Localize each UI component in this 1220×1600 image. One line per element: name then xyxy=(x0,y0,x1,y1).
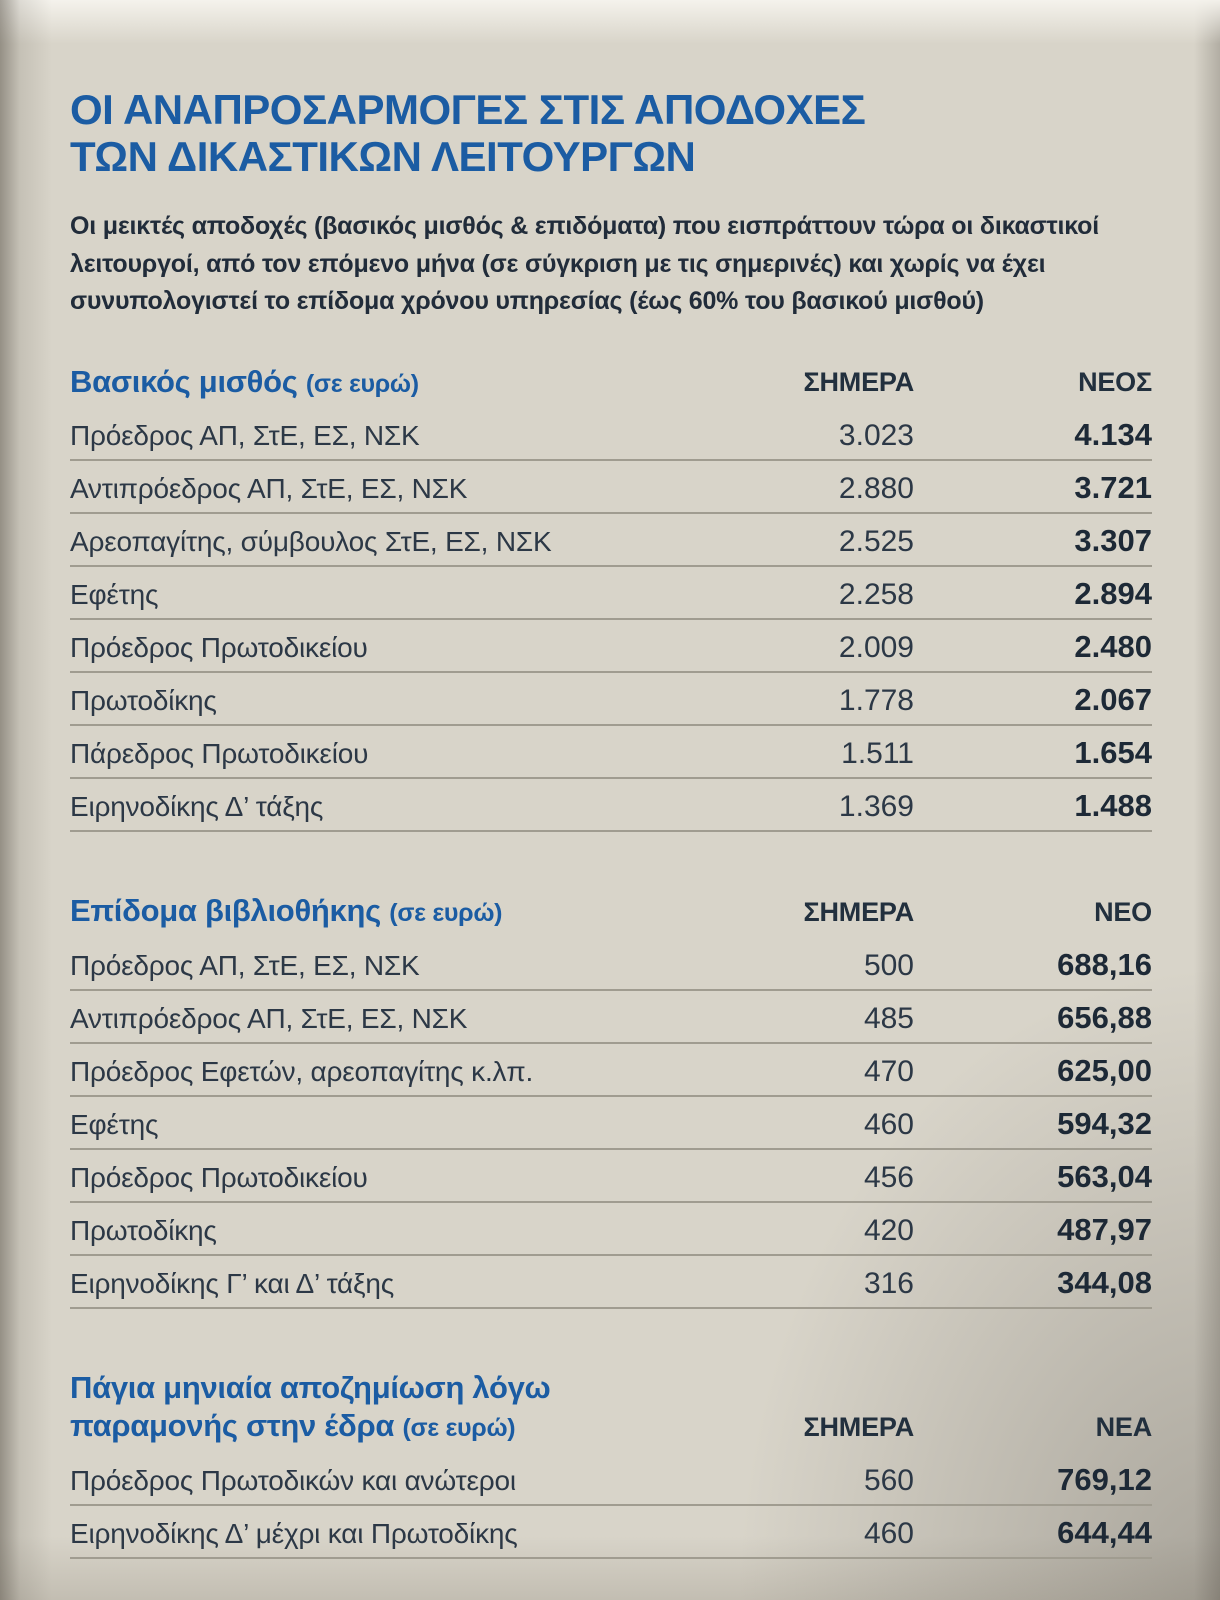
row-new-value: 2.067 xyxy=(1074,682,1152,718)
clipping-content: ΟΙ ΑΝΑΠΡΟΣΑΡΜΟΓΕΣ ΣΤΙΣ ΑΠΟΔΟΧΕΣ ΤΩΝ ΔΙΚΑ… xyxy=(70,86,1152,1559)
section-title-text: Πάγια μηνιαία αποζημίωση λόγω παραμονής … xyxy=(70,1370,551,1443)
row-today-value: 470 xyxy=(863,1055,914,1089)
page-title-line2: ΤΩΝ ΔΙΚΑΣΤΙΚΩΝ ΛΕΙΤΟΥΡΓΩΝ xyxy=(70,133,696,181)
table-row: Αρεοπαγίτης, σύμβουλος ΣτΕ, ΕΣ, ΝΣΚ 2.52… xyxy=(70,514,1152,568)
row-new-value: 625,00 xyxy=(1057,1053,1152,1089)
row-new-value: 656,88 xyxy=(1057,1000,1152,1036)
section-title-text: Επίδομα βιβλιοθήκης xyxy=(70,893,390,929)
row-today-value: 2.258 xyxy=(838,578,914,612)
row-label: Πρόεδρος Πρωτοδικείου xyxy=(70,1162,368,1194)
column-header-today: ΣΗΜΕΡΑ xyxy=(803,367,914,398)
intro-paragraph: Οι μεικτές αποδοχές (βασικός μισθός & επ… xyxy=(70,212,1099,316)
row-today-value: 2.525 xyxy=(838,525,914,559)
row-today-value: 316 xyxy=(863,1267,914,1301)
row-new-value: 594,32 xyxy=(1057,1106,1152,1142)
table-header-row: Βασικός μισθός (σε ευρώ) ΣΗΜΕΡΑ ΝΕΟΣ xyxy=(70,363,1152,409)
row-label: Εφέτης xyxy=(70,579,159,611)
row-label: Εφέτης xyxy=(70,1109,159,1141)
table-header-row: Επίδομα βιβλιοθήκης (σε ευρώ) ΣΗΜΕΡΑ ΝΕΟ xyxy=(70,892,1152,938)
section-title: Πάγια μηνιαία αποζημίωση λόγω παραμονής … xyxy=(70,1369,714,1445)
table-row: Ειρηνοδίκης Δ’ τάξης 1.369 1.488 xyxy=(70,779,1152,833)
row-label: Πρωτοδίκης xyxy=(70,1215,217,1247)
column-header-new: ΝΕΟ xyxy=(1094,897,1152,928)
page-title-line1: ΟΙ ΑΝΑΠΡΟΣΑΡΜΟΓΕΣ ΣΤΙΣ ΑΠΟΔΟΧΕΣ xyxy=(70,86,866,133)
table-rows: Πρόεδρος ΑΠ, ΣτΕ, ΕΣ, ΝΣΚ 3.023 4.134 Αν… xyxy=(70,408,1152,833)
table-row: Εφέτης 2.258 2.894 xyxy=(70,567,1152,621)
salary-table-section: Επίδομα βιβλιοθήκης (σε ευρώ) ΣΗΜΕΡΑ ΝΕΟ… xyxy=(70,892,1152,1310)
row-label: Αρεοπαγίτης, σύμβουλος ΣτΕ, ΕΣ, ΝΣΚ xyxy=(70,526,552,558)
row-today-value: 560 xyxy=(863,1463,914,1497)
table-row: Πρόεδρος Εφετών, αρεοπαγίτης κ.λπ. 470 6… xyxy=(70,1044,1152,1098)
table-row: Πρόεδρος ΑΠ, ΣτΕ, ΕΣ, ΝΣΚ 500 688,16 xyxy=(70,938,1152,992)
table-rows: Πρόεδρος ΑΠ, ΣτΕ, ΕΣ, ΝΣΚ 500 688,16 Αντ… xyxy=(70,938,1152,1310)
row-new-value: 3.721 xyxy=(1074,470,1152,506)
row-today-value: 2.009 xyxy=(838,631,914,665)
row-label: Πρόεδρος ΑΠ, ΣτΕ, ΕΣ, ΝΣΚ xyxy=(70,950,420,982)
table-rows: Πρόεδρος Πρωτοδικών και ανώτεροι 560 769… xyxy=(70,1453,1152,1559)
row-today-value: 460 xyxy=(863,1108,914,1142)
column-header-today: ΣΗΜΕΡΑ xyxy=(803,1411,914,1442)
section-title-suffix: (σε ευρώ) xyxy=(305,369,419,398)
section-title-suffix: (σε ευρώ) xyxy=(389,899,503,928)
row-new-value: 1.488 xyxy=(1074,788,1152,824)
table-row: Πρόεδρος Πρωτοδικείου 456 563,04 xyxy=(70,1150,1152,1204)
section-title-text: Βασικός μισθός xyxy=(70,363,306,399)
row-label: Ειρηνοδίκης Δ’ τάξης xyxy=(70,791,324,823)
column-header-new: ΝΕΟΣ xyxy=(1078,367,1152,398)
row-label: Ειρηνοδίκης Δ’ μέχρι και Πρωτοδίκης xyxy=(70,1517,518,1549)
row-new-value: 2.480 xyxy=(1074,629,1152,665)
row-today-value: 460 xyxy=(863,1516,914,1550)
row-label: Πρόεδρος ΑΠ, ΣτΕ, ΕΣ, ΝΣΚ xyxy=(70,420,420,452)
section-title-suffix: (σε ευρώ) xyxy=(402,1414,516,1442)
row-new-value: 4.134 xyxy=(1074,417,1152,453)
row-today-value: 1.511 xyxy=(841,737,914,771)
row-today-value: 1.778 xyxy=(838,684,914,718)
table-row: Αντιπρόεδρος ΑΠ, ΣτΕ, ΕΣ, ΝΣΚ 485 656,88 xyxy=(70,991,1152,1045)
row-new-value: 769,12 xyxy=(1057,1461,1152,1497)
table-row: Πρόεδρος ΑΠ, ΣτΕ, ΕΣ, ΝΣΚ 3.023 4.134 xyxy=(70,408,1152,462)
page-title: ΟΙ ΑΝΑΠΡΟΣΑΡΜΟΓΕΣ ΣΤΙΣ ΑΠΟΔΟΧΕΣ ΤΩΝ ΔΙΚΑ… xyxy=(70,86,1152,180)
row-today-value: 485 xyxy=(863,1002,914,1036)
row-today-value: 420 xyxy=(863,1214,914,1248)
row-today-value: 456 xyxy=(863,1161,914,1195)
row-label: Πρόεδρος Πρωτοδικών και ανώτεροι xyxy=(70,1464,516,1496)
row-label: Πρωτοδίκης xyxy=(70,685,217,717)
salary-tables: Βασικός μισθός (σε ευρώ) ΣΗΜΕΡΑ ΝΕΟΣ Πρό… xyxy=(70,363,1152,1559)
salary-table-section: Πάγια μηνιαία αποζημίωση λόγω παραμονής … xyxy=(70,1369,1152,1559)
row-today-value: 1.369 xyxy=(838,790,914,824)
section-title: Επίδομα βιβλιοθήκης (σε ευρώ) xyxy=(70,892,714,930)
row-label: Ειρηνοδίκης Γ’ και Δ’ τάξης xyxy=(70,1268,395,1300)
row-new-value: 688,16 xyxy=(1057,947,1152,983)
row-new-value: 644,44 xyxy=(1057,1514,1152,1550)
table-row: Αντιπρόεδρος ΑΠ, ΣτΕ, ΕΣ, ΝΣΚ 2.880 3.72… xyxy=(70,461,1152,515)
row-today-value: 3.023 xyxy=(838,419,914,453)
row-label: Πρόεδρος Εφετών, αρεοπαγίτης κ.λπ. xyxy=(70,1056,534,1088)
table-row: Εφέτης 460 594,32 xyxy=(70,1097,1152,1151)
table-row: Πρόεδρος Πρωτοδικείου 2.009 2.480 xyxy=(70,620,1152,674)
row-new-value: 487,97 xyxy=(1057,1212,1152,1248)
salary-table-section: Βασικός μισθός (σε ευρώ) ΣΗΜΕΡΑ ΝΕΟΣ Πρό… xyxy=(70,363,1152,833)
row-label: Αντιπρόεδρος ΑΠ, ΣτΕ, ΕΣ, ΝΣΚ xyxy=(70,1003,468,1035)
row-new-value: 563,04 xyxy=(1057,1159,1152,1195)
column-header-today: ΣΗΜΕΡΑ xyxy=(803,897,914,928)
row-today-value: 2.880 xyxy=(838,472,914,506)
row-label: Πρόεδρος Πρωτοδικείου xyxy=(70,632,368,664)
row-new-value: 2.894 xyxy=(1074,576,1152,612)
table-row: Πρόεδρος Πρωτοδικών και ανώτεροι 560 769… xyxy=(70,1453,1152,1506)
table-row: Πρωτοδίκης 1.778 2.067 xyxy=(70,673,1152,727)
row-label: Αντιπρόεδρος ΑΠ, ΣτΕ, ΕΣ, ΝΣΚ xyxy=(70,473,468,505)
table-row: Ειρηνοδίκης Γ’ και Δ’ τάξης 316 344,08 xyxy=(70,1256,1152,1310)
table-row: Πάρεδρος Πρωτοδικείου 1.511 1.654 xyxy=(70,726,1152,780)
column-header-new: ΝΕΑ xyxy=(1095,1411,1153,1442)
table-header-row: Πάγια μηνιαία αποζημίωση λόγω παραμονής … xyxy=(70,1369,1152,1453)
row-today-value: 500 xyxy=(863,949,914,983)
row-new-value: 344,08 xyxy=(1057,1265,1152,1301)
row-new-value: 1.654 xyxy=(1074,735,1152,771)
row-label: Πάρεδρος Πρωτοδικείου xyxy=(70,738,369,770)
row-new-value: 3.307 xyxy=(1074,523,1152,559)
table-row: Ειρηνοδίκης Δ’ μέχρι και Πρωτοδίκης 460 … xyxy=(70,1506,1152,1559)
section-title: Βασικός μισθός (σε ευρώ) xyxy=(70,363,714,401)
table-row: Πρωτοδίκης 420 487,97 xyxy=(70,1203,1152,1257)
